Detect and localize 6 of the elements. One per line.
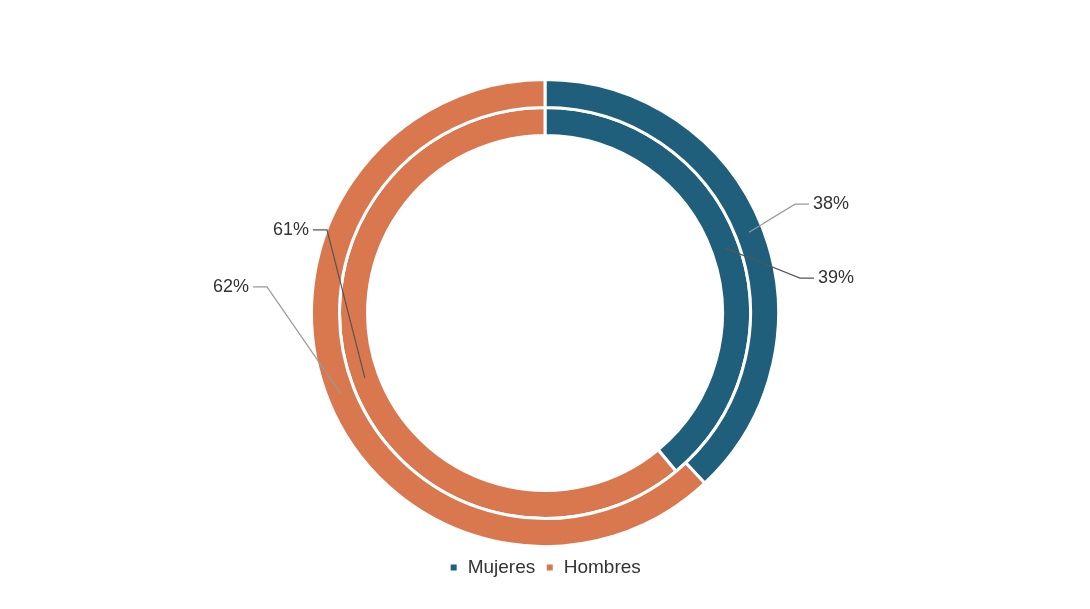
data-label: 62% [212,275,249,296]
data-label: 61% [272,218,309,239]
data-label: 38% [813,193,850,214]
legend-label: Mujeres [467,555,536,577]
data-label: 39% [818,267,855,288]
legend-label: Hombres [563,555,641,577]
